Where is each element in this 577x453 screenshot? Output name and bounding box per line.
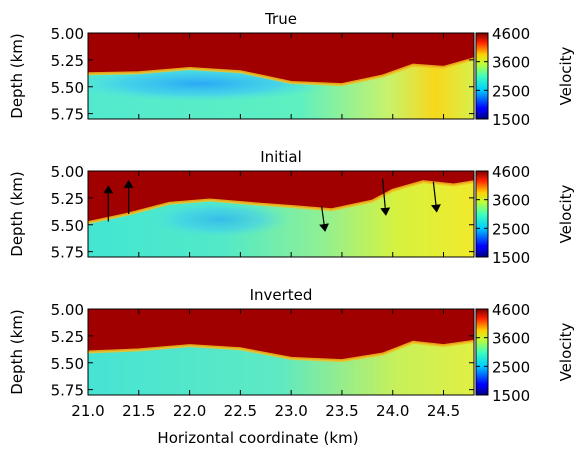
colorbar-tick-label: 2500 (492, 82, 530, 100)
x-tick-label: 23.0 (274, 402, 307, 420)
colorbar-tick-label: 4600 (492, 301, 530, 319)
velocity-image (88, 33, 474, 119)
velocity-image (88, 171, 474, 257)
colorbar-tick-label: 3600 (492, 54, 530, 72)
x-tick-label: 21.0 (71, 402, 104, 420)
y-tick-label: 5.25 (51, 328, 84, 346)
colorbar-label: Velocity (557, 46, 575, 105)
colorbar-label: Velocity (557, 184, 575, 243)
y-tick-label: 5.25 (51, 190, 84, 208)
plot-frame (87, 32, 475, 120)
y-axis-label: Depth (km) (8, 33, 26, 118)
interface-line (88, 339, 474, 363)
x-tick-label: 24.5 (427, 402, 460, 420)
colorbar-tick-label: 3600 (492, 330, 530, 348)
y-tick-label: 5.75 (51, 244, 84, 262)
x-tick-label: 22.0 (173, 402, 206, 420)
colorbar-tick-label: 4600 (492, 25, 530, 43)
panel-title: Inverted (250, 286, 313, 304)
x-tick-label: 23.5 (325, 402, 358, 420)
panel-1: True 5.00 5.25 5.50 5.75 Depth (km) 4600 3600 25… (8, 10, 575, 129)
y-tick-label: 5.00 (51, 163, 84, 181)
y-tick-label: 5.00 (51, 301, 84, 319)
panel-2: Initial 5.00 5.25 5.50 5.75 Depth (km) 4600 360… (8, 148, 575, 267)
x-axis-label: Horizontal coordinate (km) (157, 429, 358, 447)
colorbar-tick-label: 3600 (492, 192, 530, 210)
colorbar-tick-label: 4600 (492, 163, 530, 181)
y-tick-label: 5.75 (51, 106, 84, 124)
colorbar-tick-label: 1500 (492, 249, 530, 267)
panel-3: Inverted 5.00 5.25 5.50 5.75 Depth (km) 21.0 21… (8, 286, 575, 420)
y-tick-label: 5.50 (51, 355, 84, 373)
high-velocity-layer (88, 171, 474, 223)
colorbar (475, 170, 489, 258)
interface-line (88, 57, 474, 87)
high-velocity-layer (88, 33, 474, 85)
y-axis-label: Depth (km) (8, 309, 26, 394)
y-tick-label: 5.50 (51, 217, 84, 235)
y-tick-label: 5.50 (51, 79, 84, 97)
colorbar-tick-label: 1500 (492, 387, 530, 405)
plot-frame (87, 308, 475, 396)
y-tick-label: 5.00 (51, 25, 84, 43)
annotation-arrow (430, 181, 441, 213)
panel-title: Initial (260, 148, 302, 166)
y-tick-label: 5.75 (51, 382, 84, 400)
colorbar-tick-label: 1500 (492, 111, 530, 129)
colorbar (475, 308, 489, 396)
colorbar-tick-label: 2500 (492, 220, 530, 238)
colorbar-label: Velocity (557, 322, 575, 381)
velocity-image (88, 309, 474, 395)
y-tick-label: 5.25 (51, 52, 84, 70)
x-tick-label: 24.0 (376, 402, 409, 420)
panel-title: True (264, 10, 297, 28)
plot-frame (87, 170, 475, 258)
x-tick-label: 22.5 (224, 402, 257, 420)
interface-line (88, 180, 474, 225)
y-axis-label: Depth (km) (8, 171, 26, 256)
colorbar-tick-label: 2500 (492, 358, 530, 376)
colorbar (475, 32, 489, 120)
high-velocity-layer (88, 309, 474, 361)
low-velocity-anomaly (150, 201, 291, 238)
annotation-arrow (380, 178, 391, 216)
x-tick-label: 21.5 (122, 402, 155, 420)
annotation-arrow (319, 206, 330, 232)
